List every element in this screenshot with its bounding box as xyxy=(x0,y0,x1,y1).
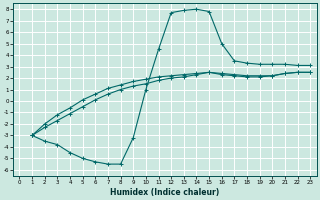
X-axis label: Humidex (Indice chaleur): Humidex (Indice chaleur) xyxy=(110,188,220,197)
